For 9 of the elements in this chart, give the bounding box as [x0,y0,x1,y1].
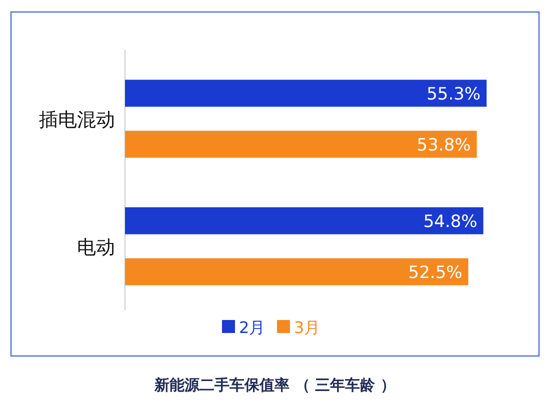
legend-label: 2月 [239,318,266,337]
data-label: 52.5% [408,262,462,283]
y-tick-label: 电动 [77,236,115,258]
data-label: 55.3% [426,84,481,104]
data-label: 54.8% [423,212,478,232]
legend-label: 3月 [294,318,320,337]
text: 新能源二手车保值率 （ 三年车龄 ） [154,376,396,394]
y-tick-label: 插电混动 [39,108,115,131]
data-label: 53.8% [416,135,471,156]
